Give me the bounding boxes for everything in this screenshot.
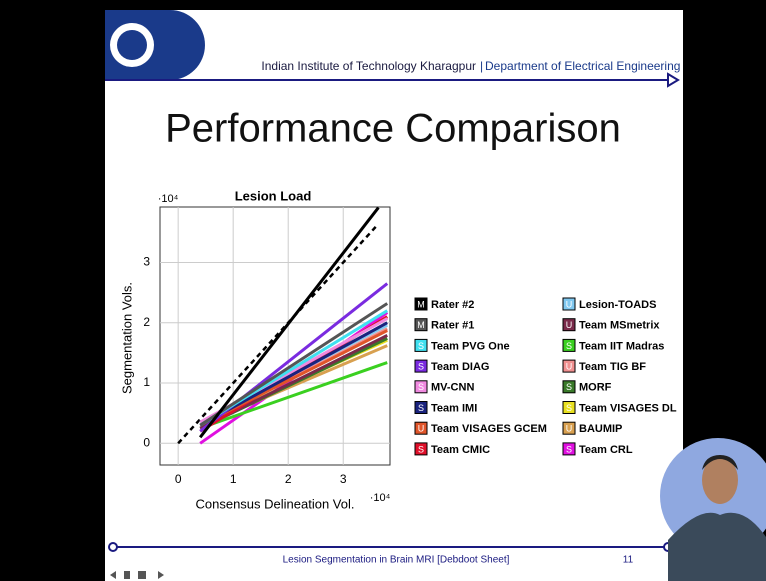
- legend-badge: S: [566, 382, 572, 392]
- legend-item: U BAUMIP: [563, 422, 622, 435]
- separator: |: [480, 59, 483, 73]
- legend-badge: U: [566, 320, 573, 330]
- legend-label: Team VISAGES GCEM: [431, 423, 547, 435]
- footer-dot: [109, 543, 117, 551]
- y-axis-label: Segmentation Vols.: [119, 282, 134, 394]
- legend-label: Team IMI: [431, 402, 477, 414]
- page: Indian Institute of Technology Kharagpur…: [0, 0, 766, 581]
- department: Department of Electrical Engineering: [485, 59, 680, 73]
- webcam: [660, 438, 766, 581]
- y-tick-label: 2: [143, 315, 150, 329]
- x-tick-label: 1: [230, 472, 237, 486]
- legend-label: Team VISAGES DL: [579, 402, 677, 414]
- chart: Lesion Load ·10⁴ ·10⁴ Consensus Delineat…: [119, 188, 390, 511]
- legend-item: M Rater #2: [415, 298, 474, 311]
- y-tick-label: 3: [143, 255, 150, 269]
- legend-item: S MV-CNN: [415, 381, 474, 394]
- legend-badge: M: [417, 320, 425, 330]
- legend-badge: S: [566, 403, 572, 413]
- legend-label: Team TIG BF: [579, 361, 646, 373]
- logo-inner: [117, 30, 147, 60]
- y-tick-label: 1: [143, 375, 150, 389]
- legend-item: U Team VISAGES GCEM: [415, 422, 547, 435]
- legend-label: Team PVG One: [431, 340, 510, 352]
- legend-badge: U: [566, 361, 573, 371]
- page-number: 11: [623, 555, 634, 566]
- legend-label: Rater #1: [431, 320, 474, 332]
- legend-badge: S: [418, 341, 424, 351]
- legend-badge: M: [417, 299, 425, 309]
- x-tick-label: 3: [340, 472, 347, 486]
- legend-label: Team CRL: [579, 444, 633, 456]
- legend-badge: U: [418, 424, 425, 434]
- legend-item: S Team VISAGES DL: [563, 402, 677, 415]
- x-axis-label: Consensus Delineation Vol.: [196, 496, 355, 511]
- legend-badge: S: [566, 444, 572, 454]
- legend-item: M Rater #1: [415, 319, 474, 332]
- y-tick-label: 0: [143, 435, 150, 449]
- legend-label: Team DIAG: [431, 361, 489, 373]
- nav-menu[interactable]: [138, 571, 146, 579]
- legend-label: Team IIT Madras: [579, 340, 664, 352]
- legend-item: U Team TIG BF: [563, 360, 646, 373]
- nav-pen[interactable]: [124, 571, 130, 579]
- legend-badge: S: [418, 382, 424, 392]
- legend-label: MV-CNN: [431, 382, 474, 394]
- legend-item: S Team CRL: [563, 443, 633, 456]
- legend-item: S Team DIAG: [415, 360, 489, 373]
- legend-item: S Team IIT Madras: [563, 339, 664, 352]
- legend-badge: U: [566, 424, 573, 434]
- slide-title: Performance Comparison: [165, 107, 621, 151]
- x-tick-label: 2: [285, 472, 292, 486]
- legend-badge: U: [566, 299, 573, 309]
- legend-label: MORF: [579, 382, 612, 394]
- legend-label: Team CMIC: [431, 444, 490, 456]
- x-tick-label: 0: [175, 472, 182, 486]
- legend-label: BAUMIP: [579, 423, 622, 435]
- legend-badge: S: [418, 361, 424, 371]
- legend-badge: S: [566, 341, 572, 351]
- y-multiplier: ·10⁴: [158, 193, 179, 205]
- legend-badge: S: [418, 403, 424, 413]
- legend-item: S Team IMI: [415, 402, 477, 415]
- legend-item: S Team CMIC: [415, 443, 490, 456]
- legend-badge: S: [418, 444, 424, 454]
- legend-label: Rater #2: [431, 299, 474, 311]
- institute: Indian Institute of Technology Kharagpur: [261, 59, 476, 73]
- x-multiplier: ·10⁴: [370, 492, 391, 504]
- legend-item: S MORF: [563, 381, 612, 394]
- footer-text: Lesion Segmentation in Brain MRI [Debdoo…: [283, 555, 510, 566]
- chart-title: Lesion Load: [235, 188, 312, 203]
- legend-label: Lesion-TOADS: [579, 299, 656, 311]
- legend-label: Team MSmetrix: [579, 320, 660, 332]
- screen: Indian Institute of Technology Kharagpur…: [0, 0, 766, 581]
